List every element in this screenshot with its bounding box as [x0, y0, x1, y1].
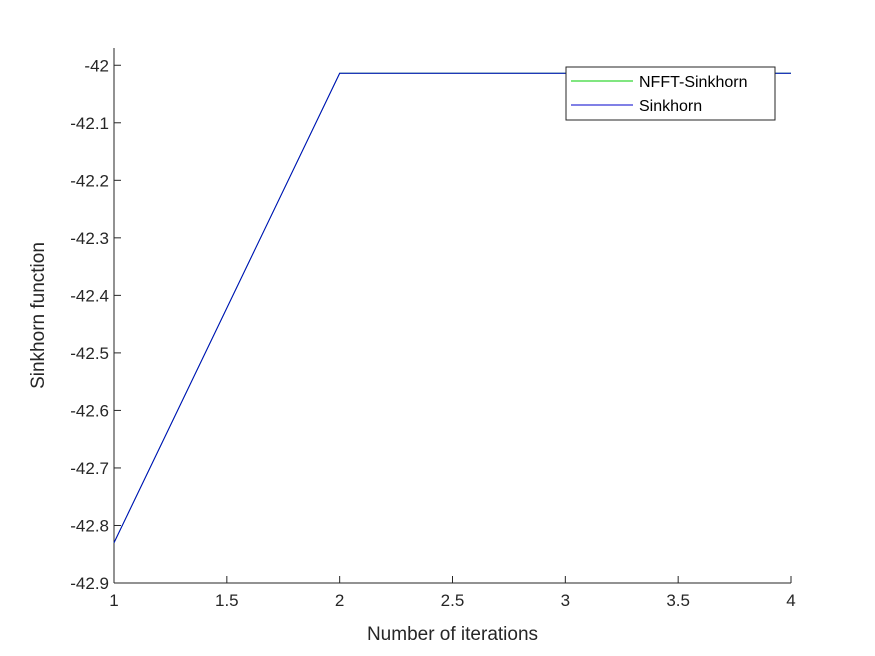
x-tick-label: 3.5	[666, 591, 690, 610]
legend: NFFT-Sinkhorn Sinkhorn	[565, 66, 776, 121]
y-tick-label: -42.2	[70, 171, 109, 190]
y-axis-ticks: -42 -42.1 -42.2 -42.3 -42.4 -42.5 -42.6 -42.7 -4…	[70, 56, 121, 593]
x-tick-label: 3	[561, 591, 570, 610]
y-tick-label: -42.9	[70, 574, 109, 593]
x-tick-label: 4	[786, 591, 795, 610]
y-tick-label: -42.7	[70, 459, 109, 478]
x-axis-label: Number of iterations	[367, 624, 538, 645]
x-tick-label: 2.5	[441, 591, 465, 610]
legend-box	[565, 66, 776, 121]
legend-entry-label: Sinkhorn	[639, 98, 702, 115]
x-tick-label: 2	[335, 591, 344, 610]
y-tick-label: -42.4	[70, 286, 109, 305]
y-tick-label: -42.1	[70, 114, 109, 133]
y-tick-label: -42.3	[70, 229, 109, 248]
x-axis-ticks: 1 1.5 2 2.5 3 3.5 4	[109, 576, 796, 610]
x-tick-label: 1	[109, 591, 118, 610]
y-tick-label: -42	[84, 56, 109, 75]
y-tick-label: -42.5	[70, 344, 109, 363]
y-tick-label: -42.6	[70, 401, 109, 420]
y-axis-label: Sinkhorn function	[28, 242, 49, 389]
x-tick-label: 1.5	[215, 591, 239, 610]
legend-entry-label: NFFT-Sinkhorn	[639, 74, 747, 91]
y-tick-label: -42.8	[70, 516, 109, 535]
